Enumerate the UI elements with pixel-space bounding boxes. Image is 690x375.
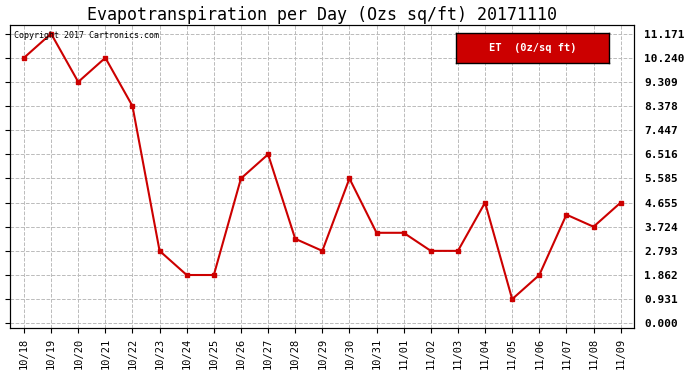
Text: Copyright 2017 Cartronics.com: Copyright 2017 Cartronics.com: [14, 31, 159, 40]
Title: Evapotranspiration per Day (Ozs sq/ft) 20171110: Evapotranspiration per Day (Ozs sq/ft) 2…: [88, 6, 558, 24]
